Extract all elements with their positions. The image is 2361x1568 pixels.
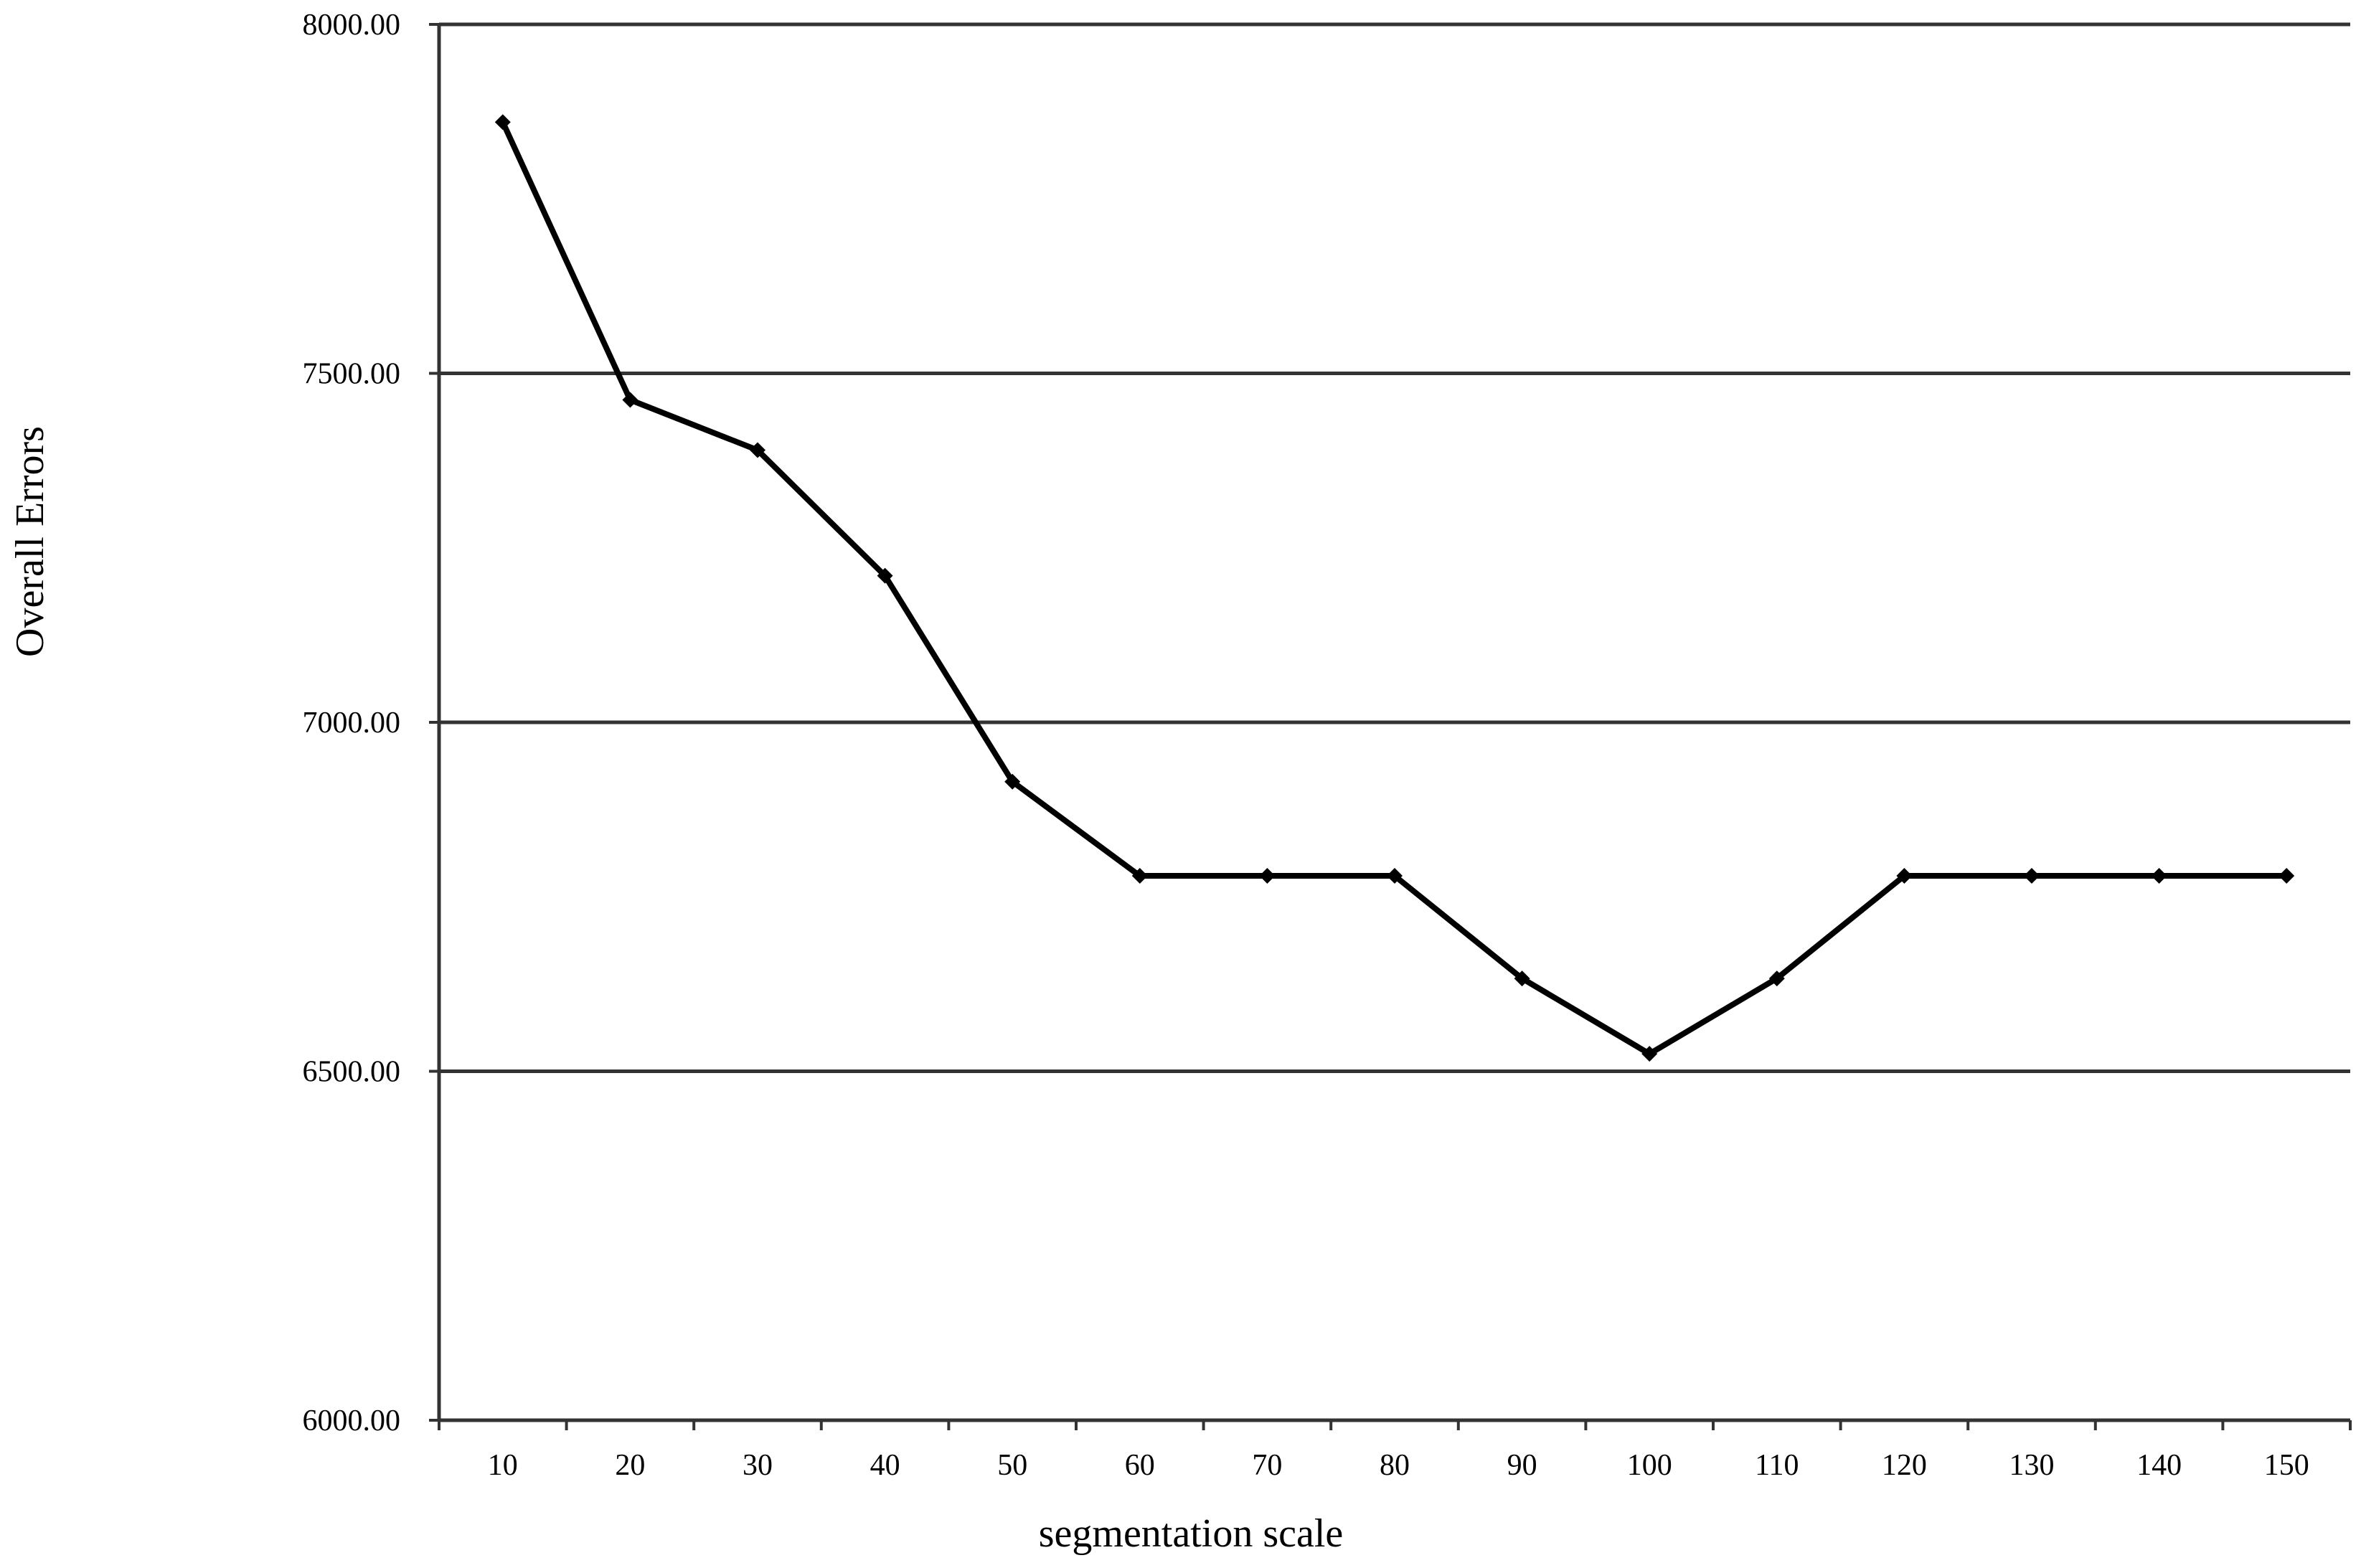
series-group — [494, 114, 2295, 1062]
data-point — [877, 567, 893, 584]
x-tick-label: 70 — [1252, 1449, 1282, 1482]
data-point — [750, 442, 765, 458]
x-tick-label: 150 — [2264, 1449, 2309, 1482]
data-point — [2278, 868, 2295, 884]
data-point — [1387, 868, 1403, 884]
data-point — [622, 392, 638, 408]
data-point — [494, 114, 511, 131]
y-axis-ticks: 6000.00 6500.00 7000.00 7500.00 8000.00 — [303, 9, 439, 1437]
x-tick-label: 10 — [488, 1449, 518, 1482]
data-point — [1641, 1046, 1658, 1062]
y-axis-title: Overall Errors — [8, 426, 52, 657]
series-line — [500, 121, 2287, 1057]
data-point — [1259, 868, 1276, 884]
data-point — [1131, 868, 1148, 884]
x-tick-label: 90 — [1507, 1449, 1537, 1482]
y-tick-label: 6000.00 — [303, 1404, 401, 1437]
x-tick-label: 140 — [2136, 1449, 2182, 1482]
x-axis-title: segmentation scale — [1039, 1511, 1344, 1556]
data-point — [1896, 868, 1913, 884]
data-point — [1768, 970, 1785, 987]
x-tick-label: 110 — [1755, 1449, 1799, 1482]
x-tick-label: 60 — [1125, 1449, 1155, 1482]
x-tick-label: 50 — [997, 1449, 1027, 1482]
y-tick-label: 7500.00 — [303, 358, 401, 391]
x-tick-label: 30 — [743, 1449, 773, 1482]
y-tick-label: 7000.00 — [303, 707, 401, 740]
y-tick-label: 6500.00 — [303, 1056, 401, 1089]
data-point — [1004, 773, 1021, 790]
x-tick-label: 130 — [2009, 1449, 2055, 1482]
x-tick-label: 120 — [1882, 1449, 1927, 1482]
x-tick-label: 100 — [1627, 1449, 1672, 1482]
gridlines — [439, 22, 2350, 1073]
data-point — [2024, 868, 2040, 884]
x-tick-label: 40 — [870, 1449, 900, 1482]
x-tick-label: 80 — [1380, 1449, 1410, 1482]
data-point — [1514, 970, 1530, 987]
data-point — [2151, 868, 2167, 884]
y-tick-label: 8000.00 — [303, 9, 401, 42]
x-tick-label: 20 — [615, 1449, 645, 1482]
x-axis-ticks: 10 20 30 40 50 60 70 80 90 100 110 120 130 140 150 — [438, 1420, 2352, 1482]
